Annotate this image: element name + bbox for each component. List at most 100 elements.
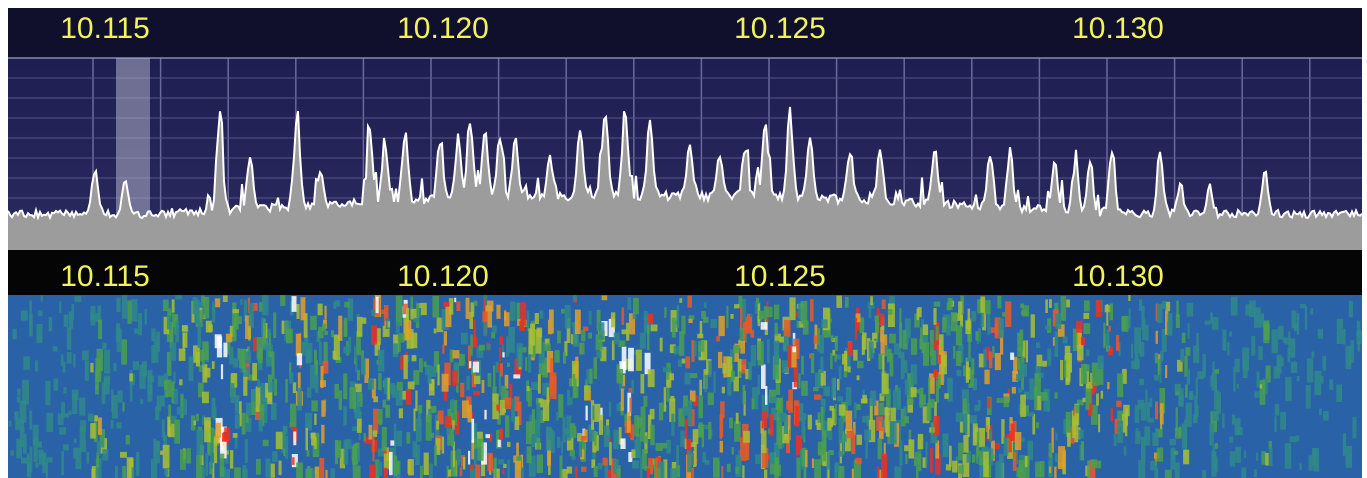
waterfall-streak: [1049, 443, 1053, 457]
waterfall-streak: [628, 348, 634, 372]
waterfall-streak: [74, 439, 76, 444]
waterfall-streak: [1306, 385, 1311, 409]
waterfall-streak: [837, 379, 840, 390]
waterfall-streak: [1258, 346, 1263, 360]
waterfall-streak: [223, 343, 227, 358]
waterfall-streak: [305, 413, 312, 431]
waterfall-streak: [500, 363, 503, 376]
waterfall-streak: [88, 414, 94, 422]
waterfall-streak: [1346, 446, 1353, 468]
waterfall-streak: [640, 429, 645, 441]
waterfall-streak: [570, 450, 575, 456]
waterfall-streak: [788, 390, 793, 413]
waterfall-streak: [1180, 349, 1184, 362]
waterfall-streak: [609, 402, 611, 417]
waterfall-streak: [1305, 306, 1307, 329]
waterfall-streak: [857, 435, 862, 445]
waterfall-streak: [527, 311, 530, 331]
waterfall-streak: [226, 469, 230, 478]
waterfall-streak: [1045, 299, 1048, 313]
waterfall-streak: [396, 296, 403, 318]
waterfall-streak: [758, 375, 760, 395]
waterfall-streak: [857, 375, 860, 380]
waterfall-streak: [784, 320, 790, 337]
waterfall-streak: [1025, 456, 1028, 467]
waterfall-streak: [915, 452, 918, 458]
waterfall-streak: [90, 363, 93, 373]
waterfall-streak: [321, 400, 325, 417]
waterfall-streak: [448, 470, 451, 477]
waterfall-streak: [814, 459, 821, 478]
waterfall-streak: [470, 465, 474, 471]
waterfall-streak: [1083, 313, 1089, 319]
waterfall-streak: [1144, 426, 1150, 445]
waterfall-streak: [1129, 309, 1131, 329]
waterfall-streak: [97, 441, 101, 456]
waterfall-streak: [398, 333, 404, 342]
waterfall-streak: [1297, 376, 1300, 381]
waterfall-streak: [1035, 462, 1041, 478]
waterfall-streak: [774, 341, 779, 365]
waterfall-streak: [570, 423, 575, 427]
waterfall-streak: [415, 391, 417, 412]
waterfall-streak: [132, 467, 135, 478]
waterfall-streak: [1242, 348, 1249, 371]
waterfall-streak: [1009, 433, 1012, 452]
waterfall-streak: [102, 343, 106, 350]
waterfall-streak: [263, 318, 266, 343]
waterfall-streak: [243, 362, 246, 372]
waterfall-streak: [776, 437, 781, 445]
waterfall-streak: [598, 463, 602, 470]
waterfall-streak: [628, 297, 632, 310]
waterfall-streak: [272, 357, 275, 379]
waterfall-streak: [13, 329, 17, 339]
waterfall-streak: [63, 387, 66, 393]
waterfall-streak: [698, 396, 703, 418]
waterfall-streak: [708, 361, 711, 377]
waterfall-streak: [318, 304, 323, 316]
waterfall-streak: [245, 439, 248, 463]
waterfall-streak: [122, 295, 127, 319]
waterfall-streak: [797, 321, 800, 328]
waterfall-streak: [942, 317, 947, 333]
waterfall-streak: [838, 451, 843, 457]
waterfall-streak: [198, 323, 202, 348]
waterfall-streak: [1174, 451, 1178, 455]
waterfall-streak: [617, 403, 621, 410]
waterfall-streak: [659, 403, 663, 421]
waterfall-streak: [632, 460, 639, 468]
waterfall-streak: [1021, 438, 1024, 443]
waterfall-streak: [164, 380, 167, 389]
waterfall-streak: [16, 439, 22, 459]
waterfall-streak: [734, 422, 741, 442]
waterfall-streak: [966, 357, 972, 362]
waterfall-streak: [997, 296, 1001, 309]
waterfall-streak: [131, 299, 137, 322]
waterfall-streak: [967, 414, 969, 437]
waterfall-streak: [874, 333, 878, 339]
waterfall-streak: [69, 311, 74, 328]
waterfall-streak: [37, 441, 42, 447]
waterfall-streak: [594, 466, 598, 477]
waterfall-streak: [265, 398, 268, 424]
waterfall-streak: [371, 325, 377, 344]
waterfall-streak: [372, 437, 374, 462]
waterfall-streak: [983, 349, 986, 367]
waterfall-streak: [1288, 332, 1290, 347]
waterfall-streak: [1290, 436, 1297, 442]
waterfall-streak: [821, 395, 823, 405]
waterfall-streak: [882, 300, 886, 310]
freq-label: 10.115: [60, 12, 150, 45]
waterfall-streak: [253, 337, 257, 351]
waterfall-streak: [466, 298, 470, 319]
waterfall-streak: [1031, 314, 1035, 337]
waterfall-streak: [499, 336, 503, 344]
waterfall-streak: [989, 352, 993, 369]
waterfall-streak: [549, 310, 554, 334]
waterfall-streak: [515, 416, 520, 430]
waterfall-streak: [1232, 415, 1235, 425]
tuning-marker[interactable]: [116, 58, 150, 218]
waterfall-streak: [498, 459, 504, 464]
waterfall-streak: [904, 416, 909, 423]
waterfall-streak: [17, 389, 20, 396]
